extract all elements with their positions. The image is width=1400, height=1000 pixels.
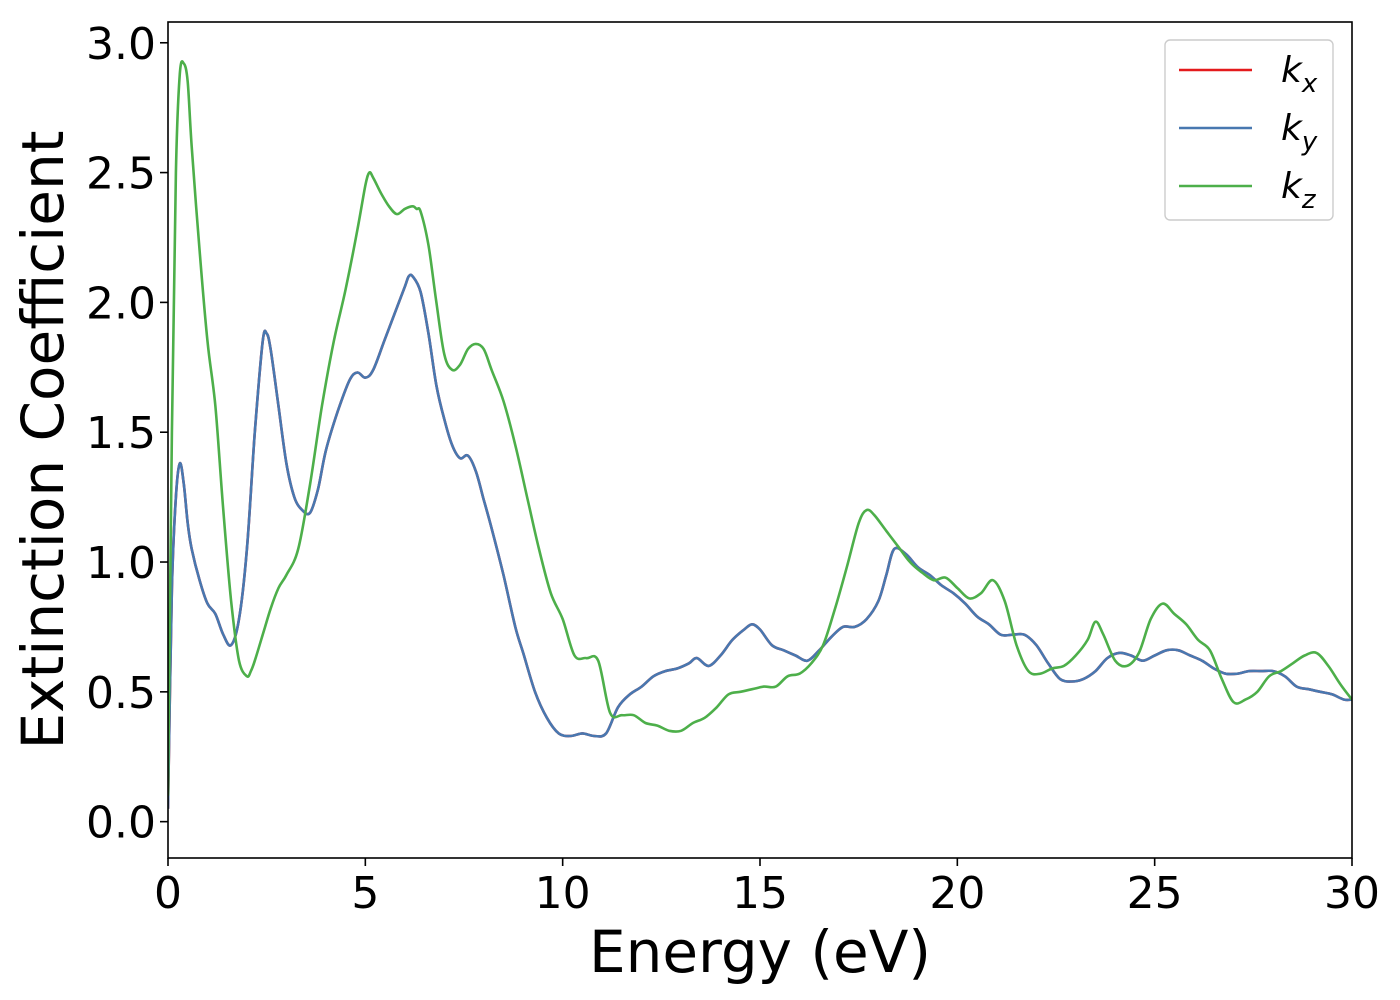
legend-label-z: kz <box>1281 166 1317 215</box>
x-tick-label: 15 <box>732 868 788 919</box>
y-tick-label: 2.0 <box>86 278 156 329</box>
x-tick-label: 0 <box>154 868 182 919</box>
x-tick-label: 10 <box>535 868 591 919</box>
series-line-x <box>168 273 1352 809</box>
x-axis-title: Energy (eV) <box>589 918 931 986</box>
x-tick-label: 30 <box>1324 868 1380 919</box>
y-axis-title: Extinction Coefficient <box>9 131 77 750</box>
x-tick-label: 5 <box>351 868 379 919</box>
y-tick-label: 1.0 <box>86 538 156 589</box>
legend-box <box>1164 39 1334 221</box>
x-tick-label: 25 <box>1127 868 1183 919</box>
y-tick-label: 1.5 <box>86 408 156 459</box>
y-axis: 0.0 0.5 1.0 1.5 2.0 2.5 3.0 <box>86 19 168 849</box>
legend: kx ky kz <box>1164 39 1334 221</box>
legend-label-x: kx <box>1281 50 1318 99</box>
y-tick-label: 2.5 <box>86 149 156 200</box>
legend-label-y: ky <box>1281 108 1318 157</box>
x-tick-label: 20 <box>929 868 985 919</box>
y-tick-label: 0.5 <box>86 668 156 719</box>
series-line-z <box>168 60 1352 796</box>
x-axis: 0 5 10 15 20 25 30 <box>154 858 1380 919</box>
series-line-y <box>168 273 1352 809</box>
y-tick-label: 0.0 <box>86 798 156 849</box>
series-layer <box>168 60 1352 809</box>
y-tick-label: 3.0 <box>86 19 156 70</box>
